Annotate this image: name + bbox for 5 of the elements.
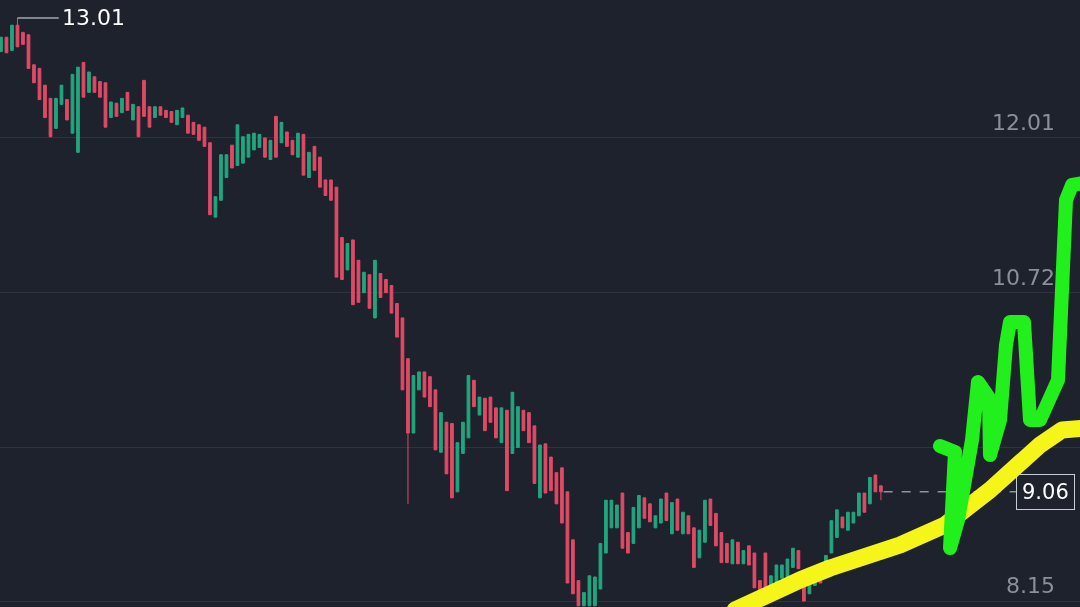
annotation: 13.01: [62, 5, 125, 30]
y-tick-label: 10.72: [992, 265, 1055, 290]
y-tick-label: 8.15: [1006, 573, 1055, 599]
y-tick-label: 12.01: [992, 110, 1055, 136]
ref-line-label: 9.06: [1022, 480, 1069, 504]
